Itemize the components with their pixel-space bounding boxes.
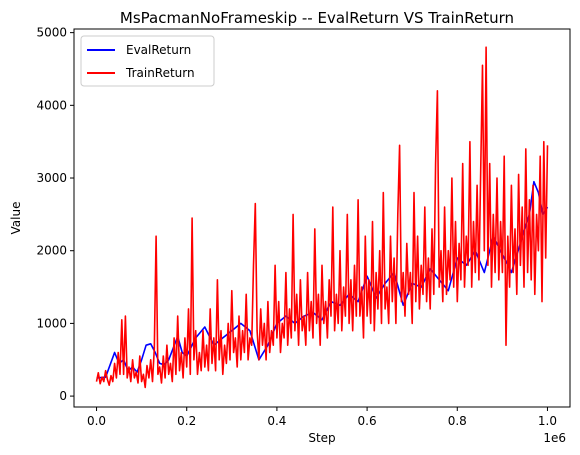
- x-tick-label: 0.2: [177, 414, 196, 428]
- legend-label-evalreturn: EvalReturn: [126, 43, 191, 57]
- x-tick-label: 0.6: [358, 414, 377, 428]
- x-tick-label: 0.8: [448, 414, 467, 428]
- y-tick-label: 1000: [36, 316, 67, 330]
- y-tick-label: 2000: [36, 244, 67, 258]
- legend-label-trainreturn: TrainReturn: [125, 66, 195, 80]
- y-axis-label: Value: [9, 202, 23, 235]
- chart-title: MsPacmanNoFrameskip -- EvalReturn VS Tra…: [120, 9, 514, 27]
- x-tick-label: 0.4: [267, 414, 286, 428]
- y-tick-label: 5000: [36, 26, 67, 40]
- x-tick-label: 0.0: [87, 414, 106, 428]
- legend: EvalReturn TrainReturn: [80, 35, 215, 87]
- x-axis: 0.0 0.2 0.4 0.6 0.8 1.0: [87, 407, 557, 428]
- plot-area: [73, 28, 571, 408]
- series-line-trainreturn: [95, 46, 549, 389]
- y-tick-label: 0: [59, 389, 67, 403]
- x-tick-label: 1.0: [538, 414, 557, 428]
- y-tick-label: 3000: [36, 171, 67, 185]
- y-tick-label: 4000: [36, 98, 67, 112]
- x-axis-label: Step: [308, 431, 335, 445]
- y-axis: 0 1000 2000 3000 4000 5000: [36, 26, 74, 403]
- plot-frame: [73, 28, 571, 408]
- x-axis-offset-label: 1e6: [543, 431, 566, 445]
- series-layer: [95, 46, 549, 389]
